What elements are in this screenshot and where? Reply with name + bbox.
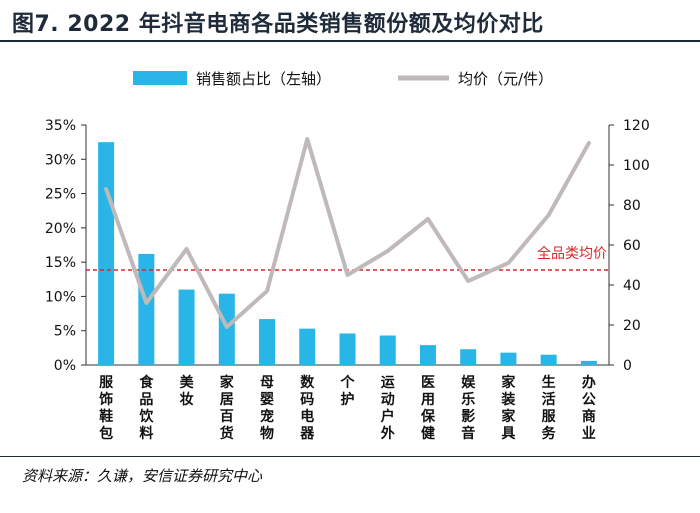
x-tick-label: 家装家具 bbox=[500, 374, 516, 442]
y-right-tick-label: 60 bbox=[623, 238, 641, 254]
legend-label-share: 销售额占比（左轴） bbox=[196, 70, 331, 88]
source-note: 资料来源：久谦，安信证券研究中心 bbox=[22, 467, 263, 485]
x-tick-label: 办公商业 bbox=[582, 374, 596, 442]
y-right-tick-label: 100 bbox=[623, 158, 650, 174]
bar-sales-share bbox=[419, 345, 436, 365]
y-left-tick-label: 5% bbox=[54, 324, 76, 340]
x-tick-label: 数码电器 bbox=[299, 374, 315, 442]
x-tick-label: 服饰鞋包 bbox=[99, 375, 114, 442]
y-right-tick-label: 20 bbox=[623, 318, 641, 334]
y-left-tick-label: 30% bbox=[45, 152, 76, 168]
reference-line-label: 全品类均价 bbox=[537, 245, 607, 262]
bar-sales-share bbox=[500, 352, 517, 365]
bar-sales-share bbox=[339, 333, 356, 365]
x-tick-label: 食品饮料 bbox=[138, 374, 154, 442]
bar-sales-share bbox=[379, 335, 396, 365]
x-tick-label: 母婴宠物 bbox=[260, 375, 274, 442]
bar-sales-share bbox=[138, 253, 155, 365]
y-left-tick-label: 35% bbox=[45, 118, 76, 134]
y-left-tick-label: 15% bbox=[45, 255, 76, 271]
bar-sales-share bbox=[98, 142, 115, 365]
y-left-tick-label: 0% bbox=[54, 358, 76, 374]
bar-sales-share bbox=[460, 349, 477, 365]
source-rule bbox=[0, 456, 700, 457]
plot-area: 0% 5% 10% 15% 20% 25% 30% 35% 0 20 40 60 80 100 120 服饰鞋… bbox=[45, 118, 650, 442]
bar-sales-share bbox=[259, 319, 276, 365]
x-tick-label: 运动户外 bbox=[381, 375, 395, 442]
x-tick-label: 娱乐影音 bbox=[461, 374, 476, 442]
bar-sales-share bbox=[299, 328, 316, 365]
legend: 销售额占比（左轴） 均价（元/件） bbox=[133, 70, 553, 88]
y-right-tick-label: 80 bbox=[623, 198, 641, 214]
x-tick-label: 医用保健 bbox=[420, 375, 436, 442]
figure-title: 图7. 2022 年抖音电商各品类销售额份额及均价对比 bbox=[12, 12, 544, 37]
x-tick-label: 生活服务 bbox=[542, 374, 557, 442]
y-right-tick-label: 0 bbox=[623, 358, 632, 374]
legend-swatch-share bbox=[133, 71, 187, 85]
y-right-tick-label: 120 bbox=[623, 118, 650, 134]
x-tick-label: 美妆 bbox=[180, 374, 195, 408]
x-tick-label: 个护 bbox=[340, 374, 356, 408]
bar-sales-share bbox=[580, 360, 597, 365]
y-left-tick-label: 20% bbox=[45, 221, 76, 237]
bar-sales-share bbox=[540, 354, 557, 365]
legend-label-price: 均价（元/件） bbox=[458, 70, 553, 88]
title-rule bbox=[0, 40, 700, 42]
line-avg-price bbox=[104, 137, 591, 329]
x-tick-label: 家居百货 bbox=[219, 374, 235, 442]
y-left-tick-label: 10% bbox=[45, 289, 76, 305]
y-right-tick-label: 40 bbox=[623, 278, 641, 294]
y-left-tick-label: 25% bbox=[45, 187, 76, 203]
bar-sales-share bbox=[218, 293, 235, 365]
bar-sales-share bbox=[178, 289, 195, 365]
